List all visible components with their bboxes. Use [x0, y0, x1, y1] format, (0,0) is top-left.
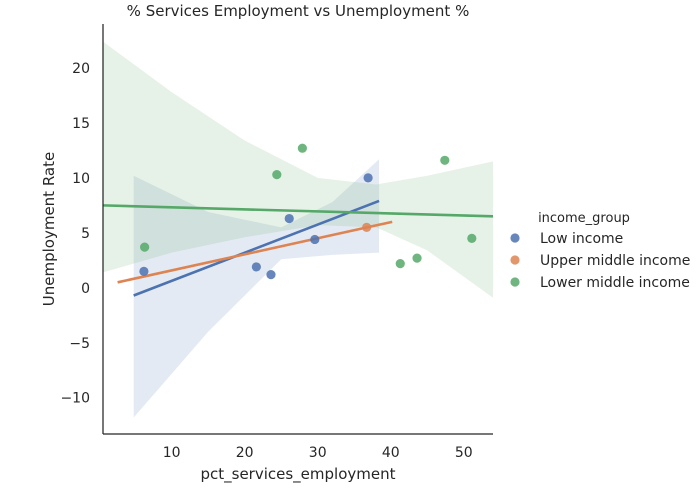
legend-marker-lower-middle-income	[510, 277, 520, 287]
confidence-bands	[103, 41, 493, 418]
point-low-income	[251, 262, 261, 272]
regression-line-lower-middle-income	[102, 204, 494, 218]
regression-line-low-income	[133, 199, 380, 297]
y-tick-label: 15	[72, 116, 90, 132]
x-tick-label: 10	[163, 445, 181, 461]
point-lower-middle-income	[297, 143, 307, 153]
legend-label-upper-middle-income: Upper middle income	[540, 253, 690, 269]
point-lower-middle-income	[467, 233, 477, 243]
regression-line-upper-middle-income	[117, 220, 393, 284]
y-tick-labels: −10 −5 0 5 10 15 20	[60, 61, 90, 407]
y-tick-label: −10	[60, 391, 90, 407]
y-tick-label: 10	[72, 171, 90, 187]
legend-marker-upper-middle-income	[510, 255, 520, 265]
point-lower-middle-income	[440, 155, 450, 165]
point-upper-middle-income	[362, 222, 372, 232]
y-tick-label: 5	[81, 226, 90, 242]
y-tick-label: −5	[69, 336, 90, 352]
legend: income_group Low income Upper middle inco…	[510, 211, 690, 291]
legend-label-low-income: Low income	[540, 231, 623, 247]
point-low-income	[310, 234, 320, 245]
regression-lines	[102, 199, 494, 297]
chart-title: % Services Employment vs Unemployment %	[127, 2, 470, 20]
y-axis-label: Unemployment Rate	[40, 152, 58, 306]
point-lower-middle-income	[140, 242, 150, 252]
y-tick-label: 20	[72, 61, 90, 77]
x-tick-label: 20	[236, 445, 254, 461]
data-points	[139, 143, 477, 280]
legend-marker-low-income	[510, 233, 520, 243]
point-low-income	[284, 213, 294, 224]
legend-title: income_group	[538, 211, 630, 226]
x-axis-label: pct_services_employment	[200, 465, 395, 484]
x-tick-label: 30	[309, 445, 327, 461]
point-lower-middle-income	[412, 253, 422, 263]
x-tick-label: 50	[455, 445, 473, 461]
point-low-income	[266, 270, 276, 280]
y-tick-label: 0	[81, 281, 90, 297]
confidence-band-lower-middle-income	[103, 41, 493, 298]
point-low-income	[363, 173, 373, 183]
point-lower-middle-income	[395, 259, 405, 269]
point-low-income	[139, 266, 149, 276]
x-tick-labels: 10 20 30 40 50	[163, 445, 473, 461]
point-lower-middle-income	[272, 169, 282, 180]
legend-label-lower-middle-income: Lower middle income	[540, 275, 690, 291]
x-tick-label: 40	[382, 445, 400, 461]
